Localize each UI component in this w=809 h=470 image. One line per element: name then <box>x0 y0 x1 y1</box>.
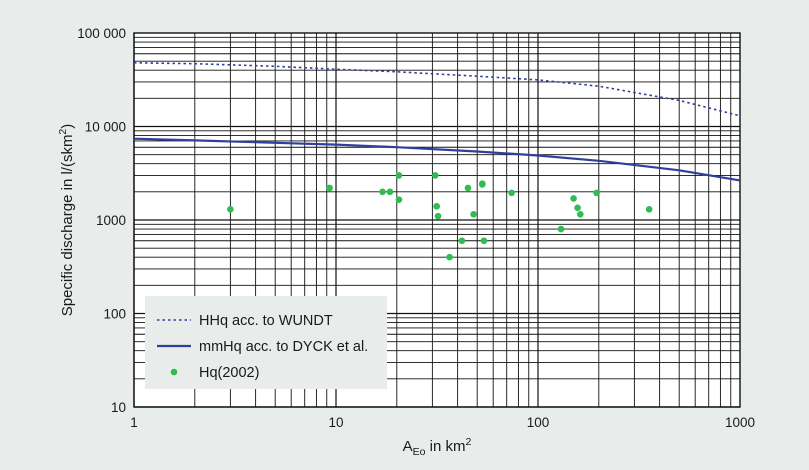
legend: HHq acc. to WUNDT mmHq acc. to DYCK et al… <box>145 296 387 389</box>
data-point-hq2002 <box>386 188 394 196</box>
legend-swatch-dot <box>170 368 178 376</box>
legend-box <box>145 296 387 389</box>
data-point-hq2002 <box>379 188 386 196</box>
x-tick-label: 1 <box>130 415 138 430</box>
data-point-hq2002 <box>574 204 581 212</box>
data-point-hq2002 <box>431 172 439 179</box>
y-tick-label: 10 000 <box>85 120 126 135</box>
y-tick-label: 100 000 <box>77 26 126 41</box>
data-point-hq2002 <box>577 211 584 218</box>
data-point-hq2002 <box>645 206 653 213</box>
series-layer <box>133 62 741 261</box>
data-point-hq2002 <box>479 181 486 188</box>
data-point-hq2002 <box>470 211 477 218</box>
data-point-hq2002 <box>570 195 577 202</box>
y-axis-title: Specific discharge in l/(skm2) <box>57 124 76 317</box>
legend-label: mmHq acc. to DYCK et al. <box>199 339 368 355</box>
data-point-hq2002 <box>458 237 466 245</box>
series-line-hhq-wundt <box>133 62 741 117</box>
data-point-hq2002 <box>557 225 565 233</box>
y-tick-label: 10 <box>111 400 126 415</box>
y-tick-label: 100 <box>103 307 126 322</box>
legend-label: Hq(2002) <box>199 365 259 381</box>
data-point-hq2002 <box>446 253 453 261</box>
data-point-hq2002 <box>480 237 488 245</box>
plot-frame <box>133 32 741 408</box>
x-tick-label: 100 <box>527 415 550 430</box>
data-point-hq2002 <box>464 184 472 192</box>
y-tick-label: 1000 <box>96 213 126 228</box>
grid <box>133 32 741 408</box>
series-line-mmhq-dyck <box>133 137 741 182</box>
data-point-hq2002 <box>395 172 403 179</box>
data-point-hq2002 <box>433 203 440 210</box>
x-tick-label: 10 <box>328 415 343 430</box>
data-point-hq2002 <box>434 212 442 220</box>
x-tick-label: 1000 <box>725 415 755 430</box>
data-point-hq2002 <box>326 184 333 192</box>
axes: 1 10 100 1000 10 100 1000 10 000 100 000 AEo in k… <box>57 26 755 458</box>
data-point-hq2002 <box>395 196 403 203</box>
data-point-hq2002 <box>508 189 515 197</box>
x-axis-title: AEo in km2 <box>403 436 472 458</box>
data-point-hq2002 <box>227 206 234 213</box>
legend-label: HHq acc. to WUNDT <box>199 313 333 329</box>
data-point-hq2002 <box>593 189 600 197</box>
